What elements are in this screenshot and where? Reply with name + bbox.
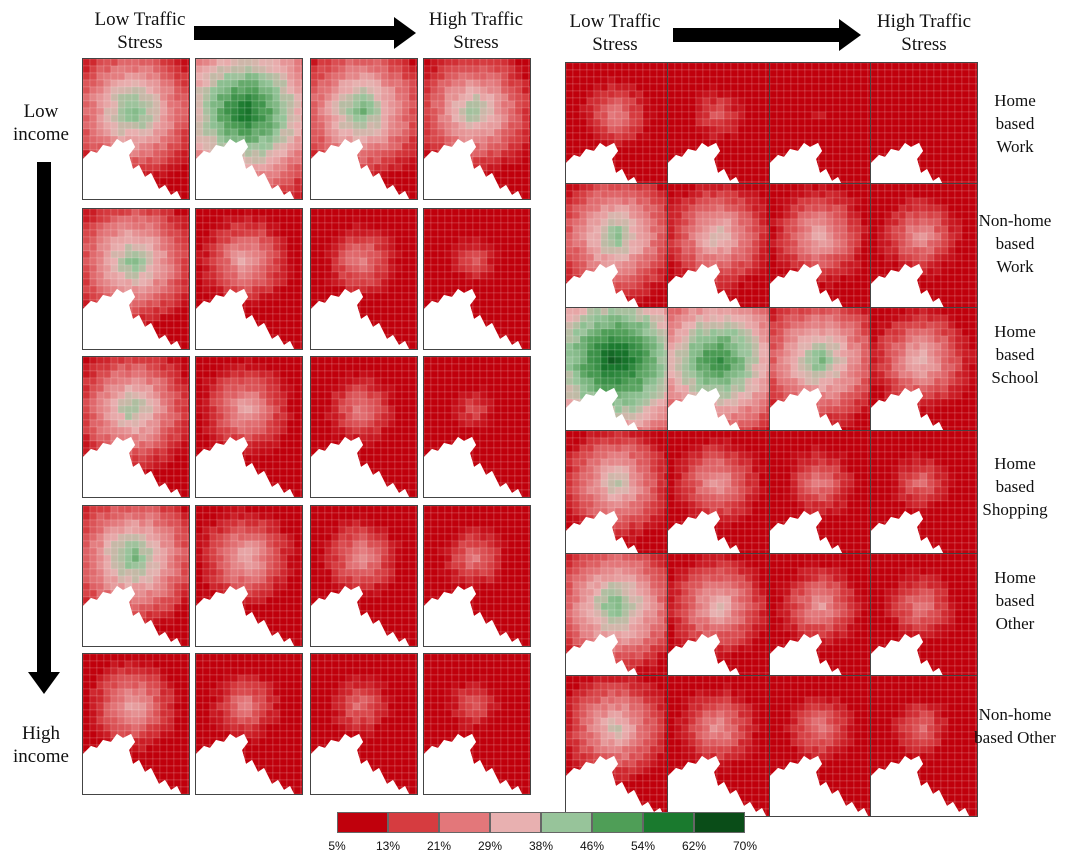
row-label-hb-shopping: Home based Shopping [982,454,1048,519]
right-high-stress-label: High Traffic Stress [876,11,972,55]
row-label-hb-work: Home based Work [994,91,1036,156]
income-arrow [28,162,60,694]
right-map-r6-c3 [769,675,877,817]
high-income-label: High income [13,723,69,767]
left-high-stress-label: High Traffic Stress [428,9,524,53]
row-label-hb-school: Home based School [991,322,1039,387]
left-map-r1-c1 [82,58,190,200]
legend-tick-label: 5% [328,839,346,853]
right-map-r6-c4 [870,675,978,817]
right-map-r4-c2 [667,430,775,572]
row-label-hb-other: Home based Other [994,568,1036,633]
left-map-r3-c1 [82,356,190,498]
row-label-nhb-other: Non-home based Other [974,705,1056,747]
legend-swatch [643,812,694,833]
left-map-r2-c3 [310,208,418,350]
legend-swatch [541,812,592,833]
left-low-stress-label: Low Traffic Stress [94,9,186,53]
right-map-r3-c2 [667,307,775,449]
right-map-r5-c2 [667,553,775,695]
left-stress-arrow [194,17,416,49]
left-map-r4-c4 [423,505,531,647]
legend-swatch [337,812,388,833]
right-map-r5-c3 [769,553,877,695]
right-map-r4-c3 [769,430,877,572]
legend-swatch [592,812,643,833]
legend-tick-label: 62% [681,839,707,853]
legend-tick-label: 21% [426,839,452,853]
legend-swatch [388,812,439,833]
left-map-r4-c3 [310,505,418,647]
right-map-r2-c2 [667,183,775,325]
legend-tick-label: 13% [375,839,401,853]
left-map-r5-c4 [423,653,531,795]
right-map-r3-c1 [565,307,673,449]
left-map-r5-c3 [310,653,418,795]
right-map-r6-c1 [565,675,673,817]
left-map-r2-c4 [423,208,531,350]
right-map-r3-c3 [769,307,877,449]
right-map-r4-c1 [565,430,673,572]
left-map-r4-c2 [195,505,303,647]
legend-tick-label: 46% [579,839,605,853]
right-map-r5-c4 [870,553,978,695]
right-map-r5-c1 [565,553,673,695]
right-map-r2-c4 [870,183,978,325]
left-map-r5-c2 [195,653,303,795]
left-map-r1-c2 [195,58,303,200]
left-map-r2-c1 [82,208,190,350]
legend-tick-label: 54% [630,839,656,853]
left-map-r3-c2 [195,356,303,498]
legend-swatch [439,812,490,833]
legend-tick-label: 38% [528,839,554,853]
legend-tick-label: 29% [477,839,503,853]
left-map-r3-c3 [310,356,418,498]
right-map-r6-c2 [667,675,775,817]
left-map-r3-c4 [423,356,531,498]
left-map-r1-c4 [423,58,531,200]
left-map-r5-c1 [82,653,190,795]
legend-swatch [694,812,745,833]
row-label-nhb-work: Non-home based Work [978,211,1052,276]
right-map-r2-c3 [769,183,877,325]
left-map-r1-c3 [310,58,418,200]
left-map-r4-c1 [82,505,190,647]
right-stress-arrow [673,19,861,51]
legend-tick-label: 70% [732,839,758,853]
right-low-stress-label: Low Traffic Stress [569,11,661,55]
right-map-r2-c1 [565,183,673,325]
legend-swatch [490,812,541,833]
low-income-label: Low income [13,101,69,145]
left-map-r2-c2 [195,208,303,350]
